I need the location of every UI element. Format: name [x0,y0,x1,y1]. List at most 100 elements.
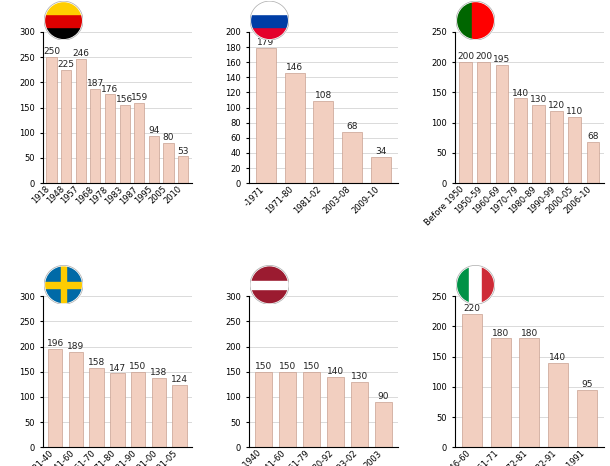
Bar [178,157,188,183]
Polygon shape [44,265,83,304]
Text: 108: 108 [315,91,332,100]
Text: 195: 195 [493,55,511,64]
Bar [514,98,526,183]
Text: 150: 150 [254,362,271,371]
Bar [279,372,296,447]
Bar [548,363,568,447]
Text: 95: 95 [581,380,592,389]
Polygon shape [44,1,83,14]
Bar [462,314,482,447]
Text: 150: 150 [129,362,146,371]
Text: 140: 140 [550,353,567,362]
Text: 150: 150 [279,362,296,371]
Text: 130: 130 [351,372,368,381]
Text: 158: 158 [88,358,105,367]
Text: Portugal: Portugal [507,14,567,27]
Polygon shape [60,265,66,304]
Bar [48,349,62,447]
Text: Germany: Germany [93,14,157,27]
Text: 138: 138 [150,368,167,377]
Bar [351,382,368,447]
Polygon shape [44,282,83,288]
Text: 220: 220 [464,304,480,313]
Bar [495,65,508,183]
Bar [587,142,600,183]
Text: 180: 180 [492,329,509,337]
Text: Slovenia: Slovenia [301,14,361,27]
Text: 146: 146 [286,62,303,72]
Polygon shape [250,265,289,304]
Text: 200: 200 [457,52,474,61]
Circle shape [250,265,289,304]
Text: 140: 140 [512,89,529,97]
Polygon shape [469,265,482,304]
Text: 124: 124 [171,375,188,384]
Bar [519,338,539,447]
Text: 110: 110 [566,107,583,116]
Text: Italy: Italy [521,278,552,291]
Bar [163,143,174,183]
Bar [303,372,320,447]
Bar [256,48,276,183]
Text: 187: 187 [87,79,104,88]
Polygon shape [482,265,495,304]
Polygon shape [250,27,289,40]
Text: 150: 150 [303,362,320,371]
Bar [569,116,581,183]
Polygon shape [250,14,289,27]
Bar [68,352,83,447]
Bar [459,62,472,183]
Text: Latvia: Latvia [309,278,353,291]
Polygon shape [456,1,472,40]
Bar [550,110,563,183]
Circle shape [44,1,83,40]
Text: 80: 80 [163,133,174,142]
Text: 180: 180 [521,329,538,337]
Text: 147: 147 [109,363,126,372]
Text: 34: 34 [375,147,386,156]
Circle shape [250,1,289,40]
Bar [172,385,187,447]
Text: 94: 94 [148,126,160,135]
Bar [110,373,124,447]
Bar [532,104,545,183]
Text: 176: 176 [101,85,118,94]
Circle shape [456,265,495,304]
Text: Sweden: Sweden [97,278,152,291]
Bar [576,390,597,447]
Text: 53: 53 [178,147,189,156]
Bar [120,104,130,183]
Circle shape [456,1,495,40]
Text: 90: 90 [378,392,389,401]
Bar [284,73,304,183]
Bar [89,368,104,447]
Polygon shape [250,281,289,289]
Polygon shape [456,265,469,304]
Text: 200: 200 [475,52,492,61]
Polygon shape [250,1,289,14]
Bar [314,102,333,183]
Text: 68: 68 [587,132,599,141]
Bar [105,95,115,183]
Polygon shape [472,1,495,40]
Bar [255,372,271,447]
Circle shape [44,265,83,304]
Text: 120: 120 [548,101,565,110]
Text: 179: 179 [257,38,275,47]
Bar [134,103,145,183]
Text: 196: 196 [46,339,64,348]
Bar [61,70,71,183]
Polygon shape [44,27,83,40]
Bar [375,402,392,447]
Text: 189: 189 [67,343,85,351]
Bar [327,377,344,447]
Bar [490,338,511,447]
Bar [76,59,86,183]
Text: 130: 130 [529,95,547,103]
Bar [371,158,391,183]
Bar [149,136,159,183]
Bar [478,62,490,183]
Bar [90,89,101,183]
Polygon shape [44,14,83,27]
Text: 225: 225 [57,60,74,69]
